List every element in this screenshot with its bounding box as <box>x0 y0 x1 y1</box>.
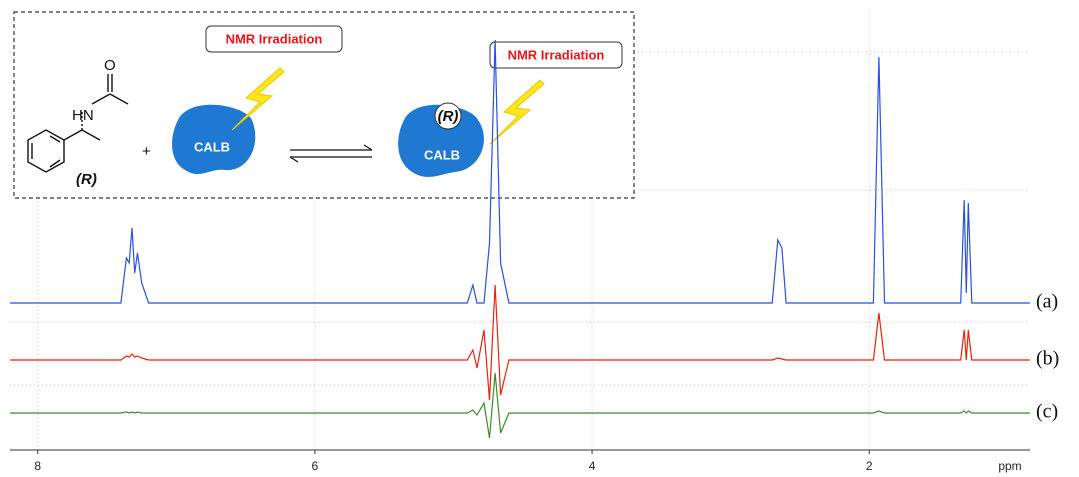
label-box <box>205 25 343 53</box>
bolt <box>231 67 285 131</box>
atom-label: HN <box>72 107 94 124</box>
x-axis-label: ppm <box>998 459 1021 473</box>
legend-label: (c) <box>1036 401 1058 423</box>
stereo-label: (R) <box>76 171 97 188</box>
nmr-label: NMR Irradiation <box>508 47 605 62</box>
nmr-label: NMR Irradiation <box>226 31 323 46</box>
scheme: HN O (R) + CALB NMR Irradiation CALB (R)… <box>13 11 635 199</box>
x-tick-label: 8 <box>34 459 41 473</box>
enzyme-label: CALB <box>424 147 460 162</box>
enzyme-label: CALB <box>194 139 230 154</box>
legend-label: (a) <box>1036 291 1058 313</box>
molecule: HN O (R) + <box>27 57 151 188</box>
legend-label: (b) <box>1036 348 1059 370</box>
equilibrium-arrows <box>289 144 373 163</box>
enzyme <box>398 104 484 177</box>
ligand-circle <box>434 102 462 130</box>
label-box <box>489 41 623 69</box>
spectrum-trace <box>10 284 1030 401</box>
plus: + <box>142 143 151 160</box>
atom-label: O <box>104 57 116 74</box>
spectrum-trace <box>10 39 1030 304</box>
x-tick-label: 2 <box>866 459 873 473</box>
ligand-label: (R) <box>438 108 459 125</box>
enzyme <box>172 104 256 175</box>
x-tick-label: 6 <box>312 459 319 473</box>
grid <box>37 10 870 450</box>
spectrum-trace <box>10 372 1030 439</box>
bolt <box>489 79 545 145</box>
traces <box>10 39 1030 439</box>
x-tick-label: 4 <box>589 459 596 473</box>
